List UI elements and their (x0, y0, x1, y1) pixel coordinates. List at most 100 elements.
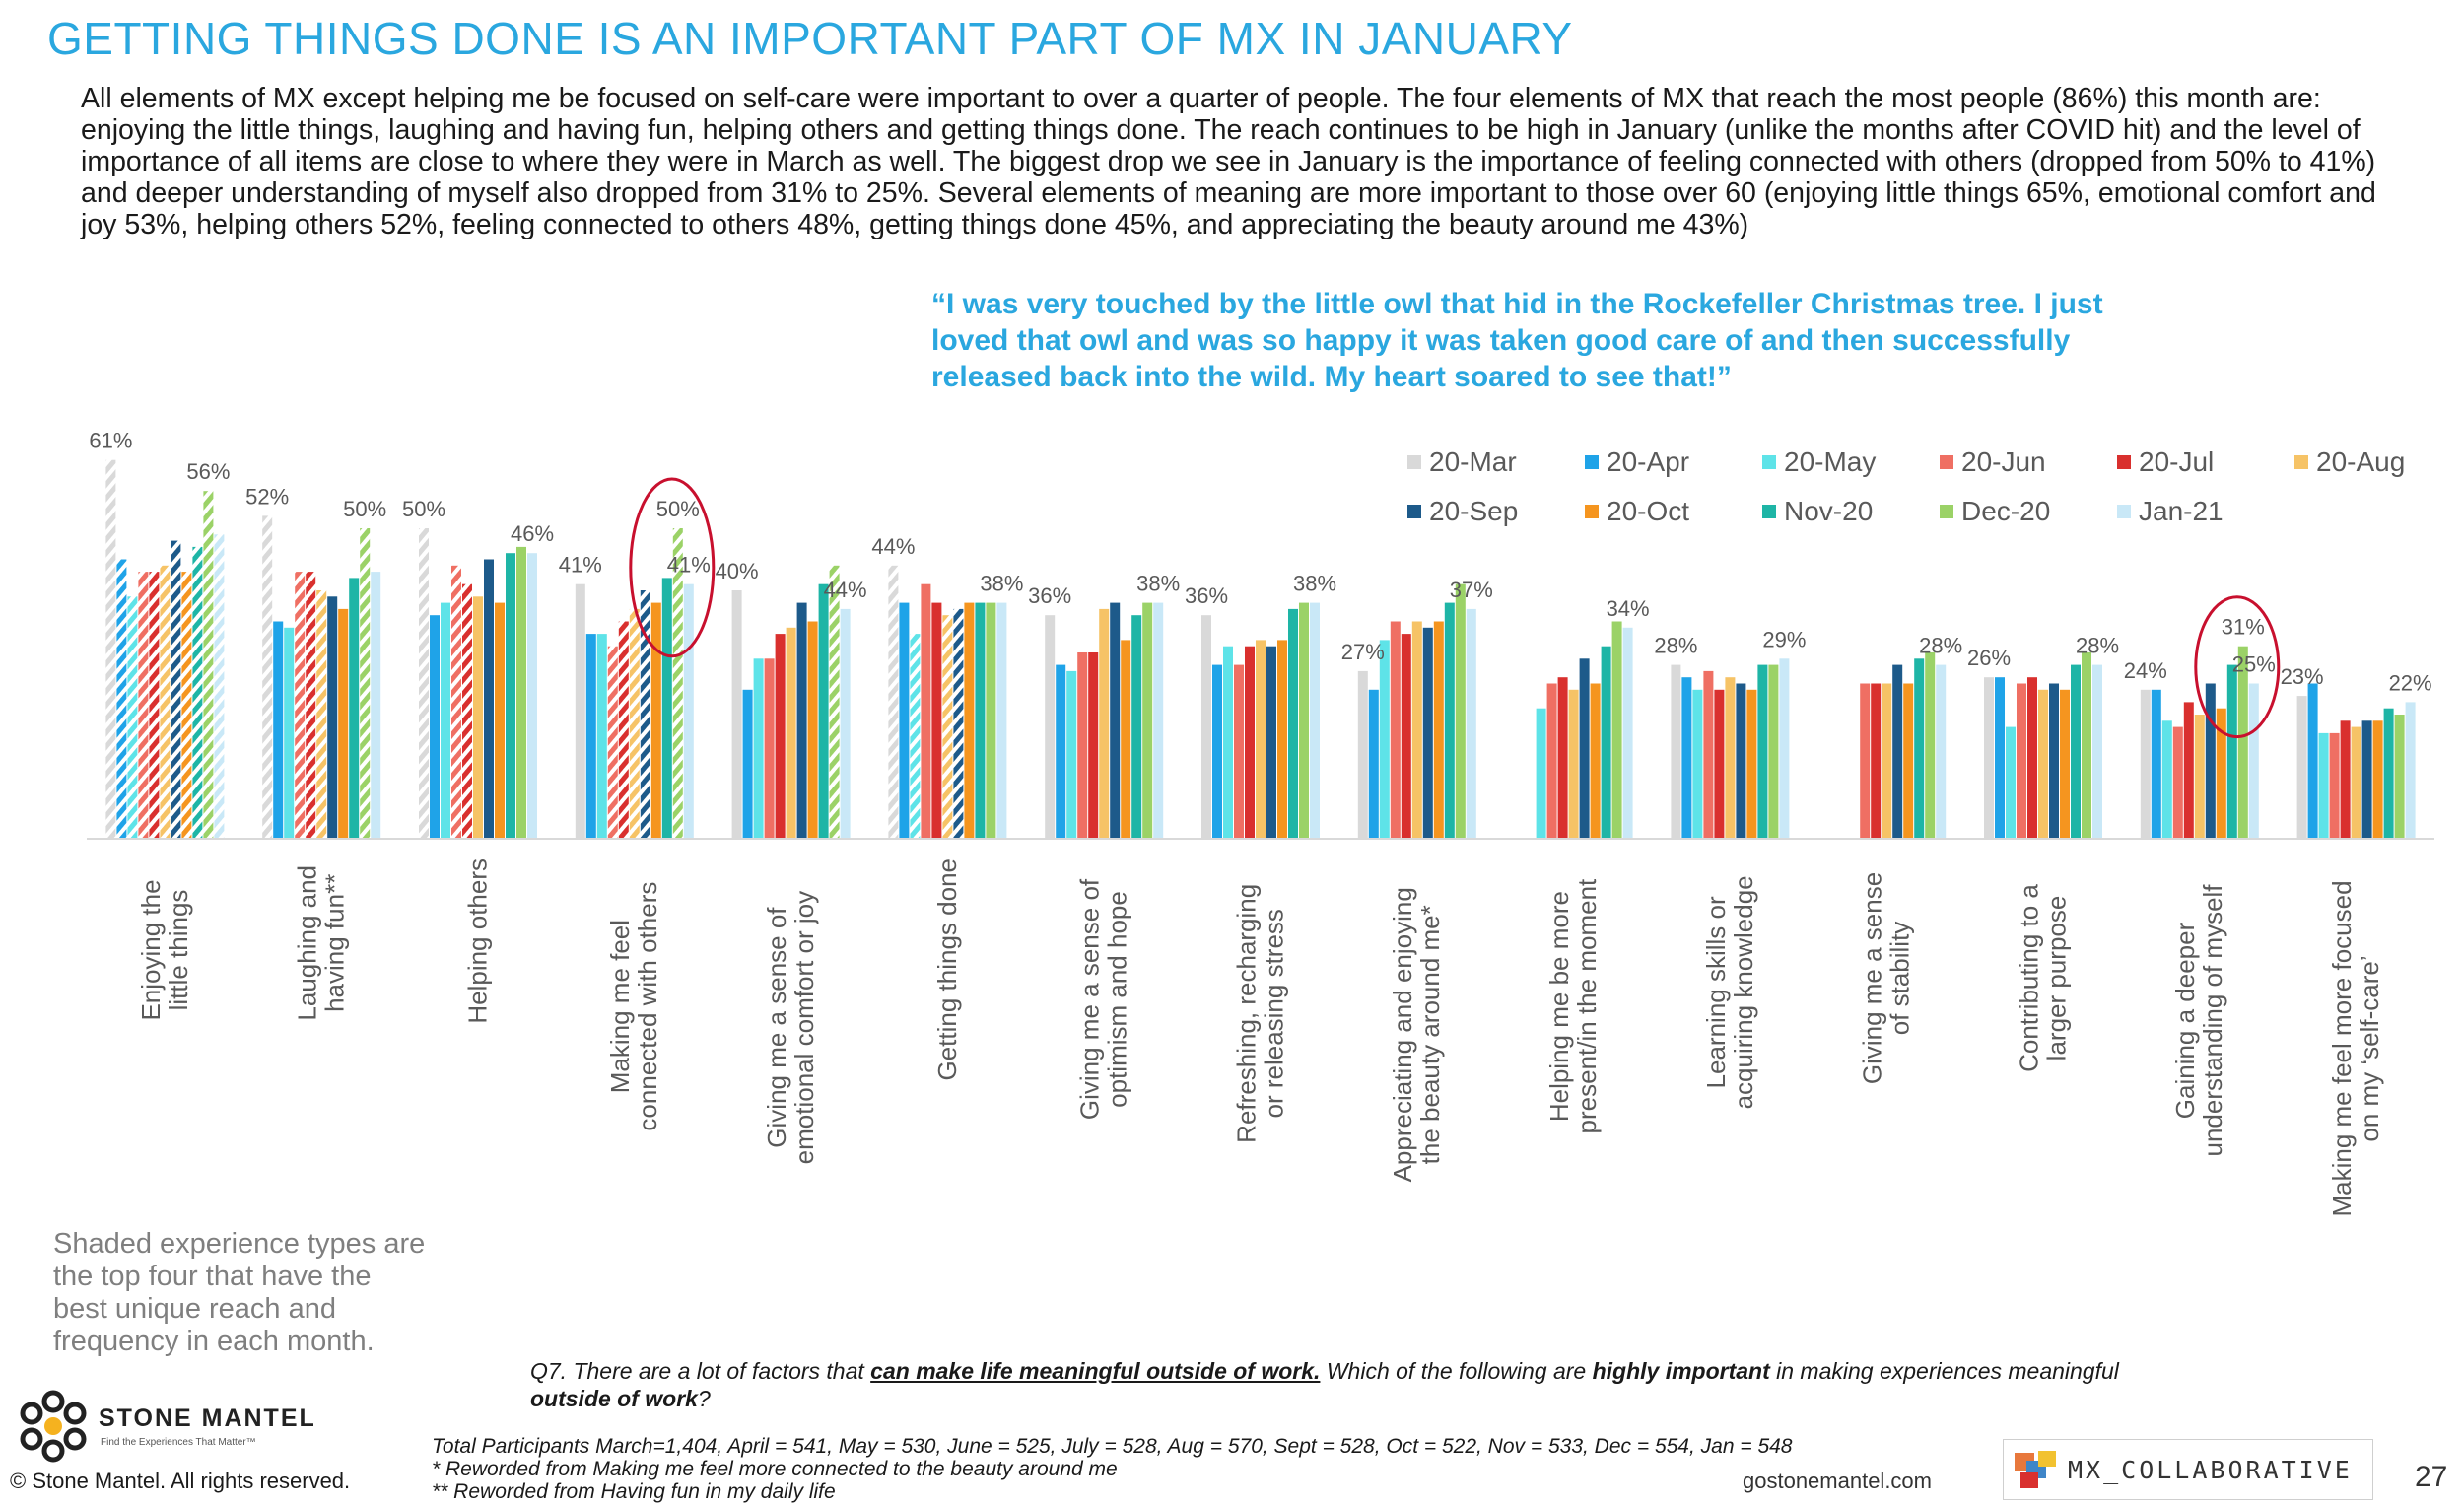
bar-chart: 61%56%52%50% 50%46%41%50%41% 40%44%44%38%3… (87, 429, 2434, 1217)
bar-20-May-10 (1692, 689, 1703, 839)
category-label-line: Learning skills or (1701, 896, 1731, 1088)
bar-20-Aug-11 (1882, 683, 1892, 839)
survey-question: Q7. There are a lot of factors that can … (530, 1358, 2119, 1411)
bar-Jan-21-9 (1622, 627, 1633, 839)
bar-Jan-21-2 (527, 553, 537, 839)
category-label-line: Laughing and (293, 865, 322, 1021)
bar-20-Aug-7 (1256, 640, 1266, 839)
bar-20-Sep-10 (1736, 683, 1746, 839)
bar-20-Sep-14 (2361, 720, 2372, 839)
bar-20-Sep-9 (1579, 658, 1590, 839)
bar-20-May-7 (1223, 646, 1233, 839)
participants-note: Total Participants March=1,404, April = … (432, 1435, 1793, 1458)
bar-20-Sep-8 (1422, 627, 1433, 839)
mx-logo-icon (2015, 1451, 2056, 1488)
bar-20-Jun-6 (1077, 652, 1088, 839)
bar-Jan-21-11 (1936, 664, 1947, 839)
bar-Jan-21-10 (1779, 658, 1790, 839)
value-label: 28% (2076, 634, 2119, 658)
bar-20-Aug-3 (629, 608, 640, 839)
category-label-line: having fun** (320, 874, 350, 1012)
value-label: 44% (824, 578, 867, 602)
bar-Dec-20-12 (2082, 652, 2091, 839)
bar-20-Mar-12 (1984, 677, 1994, 839)
bar-20-Aug-13 (2194, 715, 2205, 839)
category-label-line: optimism and hope (1103, 891, 1132, 1108)
bar-Dec-20-14 (2394, 715, 2405, 839)
bar-Dec-20-7 (1299, 602, 1309, 839)
value-label: 50% (343, 497, 386, 521)
bar-20-Aug-12 (2038, 689, 2048, 839)
bar-20-Oct-2 (495, 602, 505, 839)
bar-20-Jun-2 (451, 565, 461, 839)
bar-20-Sep-3 (640, 590, 650, 839)
bar-20-Apr-10 (1681, 677, 1692, 839)
category-label-line: Making me feel more focused (2327, 880, 2357, 1216)
bar-20-May-2 (441, 602, 450, 839)
bar-20-Jun-14 (2329, 732, 2340, 839)
legend-label: 20-Oct (1607, 496, 1689, 526)
bar-Nov-20-3 (661, 578, 672, 839)
legend-label: 20-Sep (1429, 496, 1518, 526)
logo-name: STONE MANTEL (99, 1404, 316, 1432)
bar-20-Mar-13 (2140, 689, 2151, 839)
category-label-line: Appreciating and enjoying (1388, 887, 1417, 1182)
bar-20-May-12 (2006, 726, 2016, 839)
value-label: 46% (511, 521, 554, 546)
bar-20-Mar-10 (1671, 664, 1681, 839)
legend-swatch (1585, 505, 1599, 518)
bar-Nov-20-9 (1601, 646, 1611, 839)
bar-20-Mar-14 (2296, 696, 2307, 839)
copyright: © Stone Mantel. All rights reserved. (10, 1469, 351, 1493)
bar-20-May-5 (910, 634, 921, 839)
stone-mantel-logo-icon (20, 1390, 87, 1463)
bar-20-May-9 (1536, 708, 1546, 839)
bar-20-Oct-4 (807, 621, 818, 839)
footnote-reworded-fun: ** Reworded from Having fun in my daily … (432, 1480, 836, 1503)
bar-Jan-21-6 (1153, 602, 1164, 839)
bar-Dec-20-8 (1455, 583, 1466, 839)
legend-swatch (1940, 505, 1953, 518)
value-label: 38% (1136, 572, 1180, 596)
category-label-line: present/in the moment (1572, 878, 1602, 1133)
bar-Nov-20-2 (506, 553, 515, 839)
legend-swatch (1407, 505, 1421, 518)
website-link[interactable]: gostonemantel.com (1743, 1469, 1932, 1493)
legend-swatch (1762, 505, 1776, 518)
legend-swatch (1585, 455, 1599, 469)
value-label: 24% (2124, 658, 2167, 683)
bar-Nov-20-8 (1444, 602, 1455, 839)
bar-20-May-0 (127, 596, 138, 839)
category-label-line: Making me feel (605, 920, 635, 1093)
bar-20-Apr-1 (273, 621, 284, 839)
bar-20-Aug-2 (473, 596, 483, 839)
mx-collaborative-logo (2003, 1439, 2373, 1500)
legend-label: 20-Jul (2139, 446, 2214, 477)
category-label: Helping others (462, 858, 492, 1024)
legend-label: 20-Aug (2316, 446, 2405, 477)
value-label: 26% (1967, 646, 2011, 670)
category-label: Getting things done (932, 858, 962, 1081)
value-label: 23% (2281, 664, 2324, 689)
bar-20-Sep-13 (2205, 683, 2216, 839)
bar-20-Aug-9 (1568, 689, 1579, 839)
value-label: 36% (1028, 583, 1071, 608)
value-label: 44% (871, 534, 915, 559)
category-label-line: Helping me be more (1544, 891, 1574, 1122)
bar-20-Mar-4 (731, 590, 742, 839)
value-label: 50% (402, 497, 445, 521)
legend-label: 20-Jun (1961, 446, 2046, 477)
category-label-line: Refreshing, recharging (1231, 884, 1261, 1143)
bar-Jan-21-4 (840, 608, 851, 839)
bar-20-Mar-5 (888, 565, 899, 839)
value-label: 56% (186, 459, 230, 484)
bar-Jan-21-5 (996, 602, 1007, 839)
category-label-line: larger purpose (2041, 896, 2071, 1061)
footnote-reworded-beauty: * Reworded from Making me feel more conn… (432, 1458, 1118, 1480)
bar-Dec-20-6 (1142, 602, 1153, 839)
value-label: 50% (656, 497, 700, 521)
bar-20-Jul-7 (1245, 646, 1255, 839)
